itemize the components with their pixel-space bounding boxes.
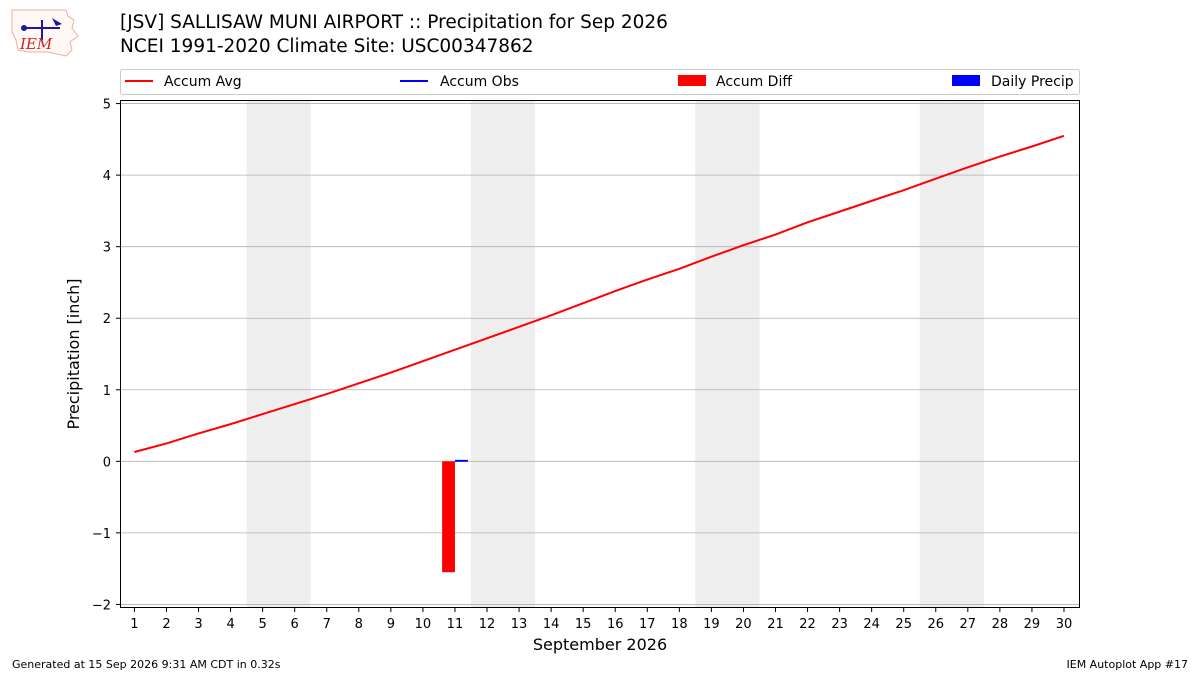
x-tick-label: 29	[1024, 617, 1041, 632]
x-tick-label: 16	[607, 617, 624, 632]
chart-subtitle: NCEI 1991-2020 Climate Site: USC00347862	[120, 36, 534, 57]
legend-box	[120, 69, 1080, 95]
x-tick-label: 13	[511, 617, 528, 632]
x-tick-label: 19	[703, 617, 720, 632]
x-axis-label: September 2026	[533, 635, 667, 654]
weekend-band	[470, 100, 504, 608]
x-tick-label: 22	[799, 617, 816, 632]
bar-marks	[442, 460, 468, 573]
daily-precip-bar	[454, 460, 468, 462]
legend-daily-precip-label: Daily Precip	[991, 74, 1074, 90]
y-tick-label: 0	[103, 455, 111, 470]
legend-accum-obs-label: Accum Obs	[440, 74, 519, 90]
weekend-band	[503, 100, 536, 608]
y-tick-label: 3	[103, 241, 111, 256]
app-credit: IEM Autoplot App #17	[1066, 658, 1189, 671]
x-tick-label: 1	[130, 617, 138, 632]
x-tick-label: 25	[895, 617, 912, 632]
x-tick-label: 7	[323, 617, 331, 632]
x-tick-label: 2	[162, 617, 170, 632]
x-tick-label: 30	[1056, 617, 1073, 632]
x-tick-label: 3	[194, 617, 202, 632]
x-tick-label: 27	[960, 617, 977, 632]
accum-avg-line	[134, 134, 1065, 453]
y-tick-label: −1	[92, 527, 111, 542]
x-tick-label: 15	[575, 617, 592, 632]
accum-diff-bar	[442, 461, 455, 573]
x-tick-label: 23	[831, 617, 848, 632]
chart-title: [JSV] SALLISAW MUNI AIRPORT :: Precipita…	[120, 12, 668, 33]
weekend-band	[246, 100, 279, 608]
legend-daily-precip-swatch	[952, 75, 980, 86]
legend-accum-diff-label: Accum Diff	[716, 74, 792, 90]
y-tick-label: 1	[103, 384, 111, 399]
x-tick-label: 17	[639, 617, 656, 632]
state-outline	[11, 9, 79, 57]
x-tick-label: 24	[863, 617, 880, 632]
x-tick-label: 11	[447, 617, 464, 632]
x-tick-label: 20	[735, 617, 752, 632]
plot-frame	[120, 100, 1080, 608]
x-tick-label: 26	[927, 617, 944, 632]
generated-timestamp: Generated at 15 Sep 2026 9:31 AM CDT in …	[12, 658, 281, 671]
x-tick-label: 14	[543, 617, 560, 632]
line-marks	[134, 134, 1065, 462]
weekend-band	[695, 100, 728, 608]
y-axis-label: Precipitation [inch]	[64, 278, 83, 429]
legend-accum-diff-swatch	[678, 75, 706, 86]
x-tick-label: 21	[767, 617, 784, 632]
weekend-band	[919, 100, 952, 608]
x-tick-label: 9	[387, 617, 395, 632]
legend: Accum Avg Accum Obs Accum Diff Daily Pre…	[120, 69, 1080, 95]
x-tick-label: 10	[415, 617, 432, 632]
x-tick-label: 12	[479, 617, 496, 632]
y-tick-label: 4	[103, 169, 111, 184]
x-tick-label: 28	[992, 617, 1009, 632]
logo-text: IEM	[19, 35, 53, 53]
grid-lines	[120, 103, 1080, 605]
weekend-band	[727, 100, 760, 608]
weekend-band	[278, 100, 311, 608]
x-tick-label: 18	[671, 617, 688, 632]
weekend-shading	[246, 100, 984, 608]
x-tick-label: 4	[226, 617, 234, 632]
legend-accum-avg-label: Accum Avg	[164, 74, 242, 90]
y-tick-label: 5	[103, 98, 111, 113]
x-tick-label: 5	[258, 617, 266, 632]
x-tick-label: 6	[291, 617, 299, 632]
x-tick-label: 8	[355, 617, 363, 632]
iem-logo: IEM	[11, 9, 79, 57]
weekend-band	[951, 100, 984, 608]
y-tick-label: 2	[103, 312, 111, 327]
y-tick-label: −2	[92, 598, 111, 613]
